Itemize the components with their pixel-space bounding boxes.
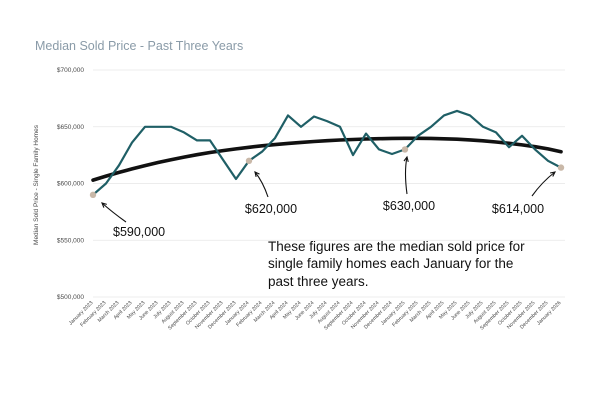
annotation-label: $630,000	[383, 199, 435, 213]
y-axis-label: Median Sold Price - Single Family Homes	[33, 124, 40, 245]
y-tick-label: $650,000	[57, 124, 84, 131]
annotation-arrow	[254, 171, 269, 198]
y-tick-labels: $700,000 $650,000 $600,000 $550,000 $500,000	[57, 67, 84, 301]
annotation-label: $620,000	[245, 202, 297, 216]
note-line-3: past three years.	[268, 274, 369, 289]
highlight-points	[89, 146, 565, 199]
note-line-2: single family homes each January for the	[268, 256, 513, 271]
annotation-arrow	[404, 156, 408, 195]
arrowhead	[254, 171, 260, 177]
series-line-median-price	[92, 109, 562, 196]
trend-line	[91, 136, 563, 182]
annotation-label: $590,000	[113, 225, 165, 239]
note-text: These figures are the median sold price …	[268, 239, 525, 289]
y-tick-label: $500,000	[57, 294, 84, 301]
highlight-point	[245, 157, 253, 164]
y-tick-label: $550,000	[57, 237, 84, 244]
highlight-point	[557, 164, 565, 171]
arrowhead	[403, 155, 409, 162]
annotation-label: $614,000	[492, 202, 544, 216]
annotations: $590,000 $620,000 $630,000 $614,000	[101, 155, 557, 239]
note-line-1: These figures are the median sold price …	[268, 239, 525, 254]
highlight-point	[89, 191, 97, 199]
arrowhead	[549, 171, 557, 177]
annotation-arrow	[101, 202, 127, 223]
chart-title: Median Sold Price - Past Three Years	[35, 39, 243, 53]
y-tick-label: $600,000	[57, 181, 84, 188]
highlight-point	[401, 146, 409, 153]
annotation-arrow	[531, 171, 556, 197]
arrowhead	[101, 202, 107, 208]
y-tick-label: $700,000	[57, 67, 84, 74]
